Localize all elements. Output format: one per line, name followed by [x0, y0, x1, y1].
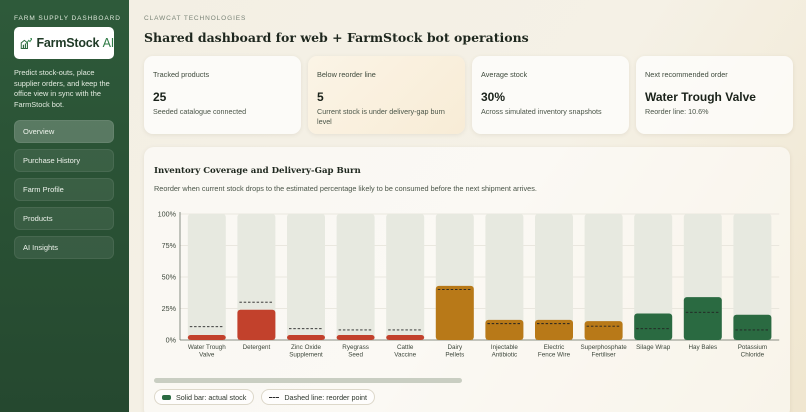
sidebar-nav: Overview Purchase History Farm Profile P…: [14, 120, 129, 259]
card-sub: Current stock is under delivery-gap burn…: [317, 107, 445, 126]
legend-actual-stock: Solid bar: actual stock: [154, 389, 255, 405]
stock-bar[interactable]: [683, 297, 722, 340]
x-tick-label: Seed: [348, 352, 363, 359]
card-label: Tracked products: [153, 70, 210, 79]
bar-track: [287, 214, 325, 340]
stock-bar[interactable]: [634, 313, 673, 340]
main-content: CLAWCAT TECHNOLOGIES Shared dashboard fo…: [129, 0, 806, 412]
stock-bar[interactable]: [187, 334, 226, 340]
sidebar-description: Predict stock-outs, place supplier order…: [14, 68, 110, 109]
nav-item-products[interactable]: Products: [14, 207, 114, 230]
stock-bar[interactable]: [485, 319, 524, 340]
bar-track: [386, 214, 425, 340]
x-tick-label: Ryegrass: [342, 344, 369, 351]
x-tick-label: Zinc Oxide: [291, 344, 322, 351]
x-tick-label: Water Trough: [188, 344, 226, 351]
y-tick-label: 100%: [158, 210, 177, 219]
company-kicker: CLAWCAT TECHNOLOGIES: [144, 15, 247, 22]
bar-track: [237, 214, 276, 340]
page-title: Shared dashboard for web + FarmStock bot…: [144, 30, 529, 45]
x-tick-label: Electric: [544, 344, 565, 351]
stock-bar[interactable]: [584, 321, 623, 340]
bar-track: [485, 214, 524, 340]
card-label: Next recommended order: [645, 70, 728, 79]
logo-text: FarmStock AI: [36, 36, 114, 50]
legend-solid-label: Solid bar: actual stock: [176, 392, 247, 402]
nav-item-farm-profile[interactable]: Farm Profile: [14, 178, 114, 201]
bar-track: [634, 214, 673, 340]
nav-item-ai-insights[interactable]: AI Insights: [14, 236, 114, 259]
chart-title: Inventory Coverage and Delivery-Gap Burn: [154, 166, 361, 176]
card-value: 25: [153, 90, 167, 104]
legend-dash-label: Dashed line: reorder point: [284, 392, 368, 402]
y-tick-label: 50%: [162, 273, 177, 282]
legend-reorder-point: Dashed line: reorder point: [261, 389, 376, 405]
inventory-chart-panel: Inventory Coverage and Delivery-Gap Burn…: [144, 147, 790, 412]
legend-dash-swatch: [269, 396, 280, 398]
x-tick-label: Dairy: [447, 344, 463, 351]
x-tick-label: Valve: [199, 352, 215, 359]
x-tick-label: Chloride: [741, 352, 765, 359]
x-tick-label: Pellets: [445, 352, 464, 359]
bar-track: [584, 214, 623, 340]
bar-track: [187, 214, 226, 340]
y-tick-label: 75%: [162, 241, 177, 250]
nav-item-overview[interactable]: Overview: [14, 120, 114, 143]
x-tick-label: Hay Bales: [688, 344, 717, 351]
card-tracked-products: Tracked products 25 Seeded catalogue con…: [144, 56, 301, 134]
bar-track: [535, 214, 573, 340]
x-tick-label: Superphosphate: [580, 344, 627, 351]
y-tick-label: 0%: [166, 336, 177, 345]
stock-bar[interactable]: [535, 319, 573, 340]
y-tick-label: 25%: [162, 304, 177, 313]
summary-cards: Tracked products 25 Seeded catalogue con…: [144, 56, 793, 134]
card-label: Average stock: [481, 70, 528, 79]
x-tick-label: Vaccine: [394, 352, 416, 359]
card-sub: Across simulated inventory snapshots: [481, 107, 602, 116]
card-sub: Reorder line: 10.6%: [645, 107, 709, 116]
x-tick-label: Silage Wrap: [636, 344, 671, 351]
stock-bar[interactable]: [435, 285, 474, 340]
legend-solid-swatch: [162, 394, 171, 400]
bar-track: [336, 214, 375, 340]
chart-horizontal-scrollbar[interactable]: [154, 378, 462, 383]
card-label: Below reorder line: [317, 70, 376, 79]
bar-track: [733, 214, 772, 340]
barn-chart-icon: [20, 37, 33, 49]
x-tick-label: Fertiliser: [592, 352, 616, 359]
sidebar-kicker: FARM SUPPLY DASHBOARD: [14, 15, 121, 22]
stock-bar[interactable]: [386, 334, 425, 340]
stock-bar[interactable]: [237, 309, 276, 340]
card-below-reorder: Below reorder line 5 Current stock is un…: [308, 56, 465, 134]
logo[interactable]: FarmStock AI: [14, 27, 114, 59]
x-tick-label: Supplement: [289, 352, 323, 359]
stock-bar[interactable]: [287, 334, 325, 340]
card-sub: Seeded catalogue connected: [153, 107, 247, 116]
chart-subtitle: Reorder when current stock drops to the …: [154, 184, 537, 193]
x-tick-label: Fence Wire: [538, 352, 571, 359]
card-next-order: Next recommended order Water Trough Valv…: [636, 56, 793, 134]
x-tick-label: Cattle: [397, 344, 414, 351]
x-tick-label: Detergent: [243, 344, 271, 351]
x-tick-label: Antibiotic: [492, 352, 518, 359]
x-tick-label: Injectable: [491, 344, 518, 351]
chart-legend: Solid bar: actual stock Dashed line: reo…: [154, 389, 376, 405]
sidebar: FARM SUPPLY DASHBOARD FarmStock AI Predi…: [0, 0, 129, 412]
card-value: 30%: [481, 90, 506, 104]
card-average-stock: Average stock 30% Across simulated inven…: [472, 56, 629, 134]
stock-bar[interactable]: [733, 314, 772, 340]
stock-bar[interactable]: [336, 334, 375, 340]
x-tick-label: Potassium: [738, 344, 767, 351]
nav-item-purchase-history[interactable]: Purchase History: [14, 149, 114, 172]
card-value: Water Trough Valve: [645, 90, 756, 104]
card-value: 5: [317, 90, 324, 104]
